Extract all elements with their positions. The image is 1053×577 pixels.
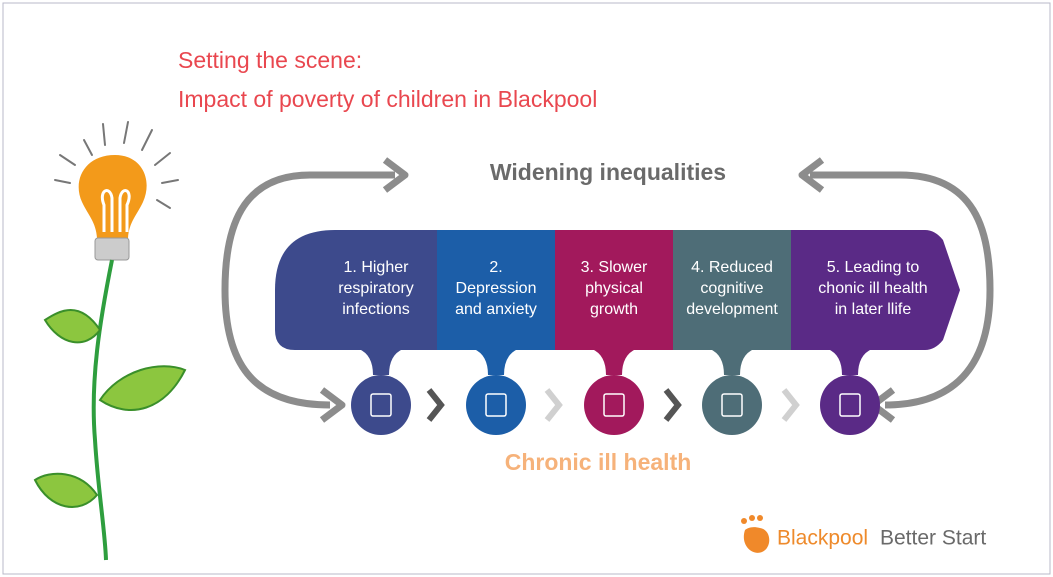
- bulb-base: [95, 238, 129, 260]
- step-label: 4. Reduced: [691, 259, 773, 276]
- logo-dot: [749, 515, 755, 521]
- step-icon: [466, 375, 526, 435]
- step-label: Depression: [456, 280, 537, 297]
- logo-name: Blackpool: [777, 527, 868, 550]
- top-label: Widening inequalities: [490, 159, 726, 185]
- step-label: development: [686, 301, 778, 318]
- step-label: in later llife: [835, 301, 912, 318]
- logo-dot: [741, 518, 747, 524]
- title-line: Setting the scene:: [178, 47, 362, 73]
- step-icon: [584, 375, 644, 435]
- step-label: respiratory: [338, 280, 414, 297]
- step-label: growth: [590, 301, 638, 318]
- step-label: and anxiety: [455, 301, 537, 318]
- logo-dot: [757, 515, 763, 521]
- step-label: infections: [342, 301, 410, 318]
- logo-suffix: Better Start: [880, 527, 986, 550]
- step-label: cognitive: [700, 280, 763, 297]
- step-icon: [351, 375, 411, 435]
- step-icon: [702, 375, 762, 435]
- slide: Setting the scene: Impact of poverty of …: [0, 0, 1053, 577]
- step-label: chonic ill health: [818, 280, 927, 297]
- bottom-label: Chronic ill health: [505, 449, 692, 475]
- step-label: 1. Higher: [344, 259, 410, 276]
- step-label: 5. Leading to: [827, 259, 920, 276]
- step-label: 3. Slower: [581, 259, 648, 276]
- step-icon: [820, 375, 880, 435]
- step-label: 2.: [489, 259, 502, 276]
- title-line: Impact of poverty of children in Blackpo…: [178, 86, 597, 112]
- step-label: physical: [585, 280, 643, 297]
